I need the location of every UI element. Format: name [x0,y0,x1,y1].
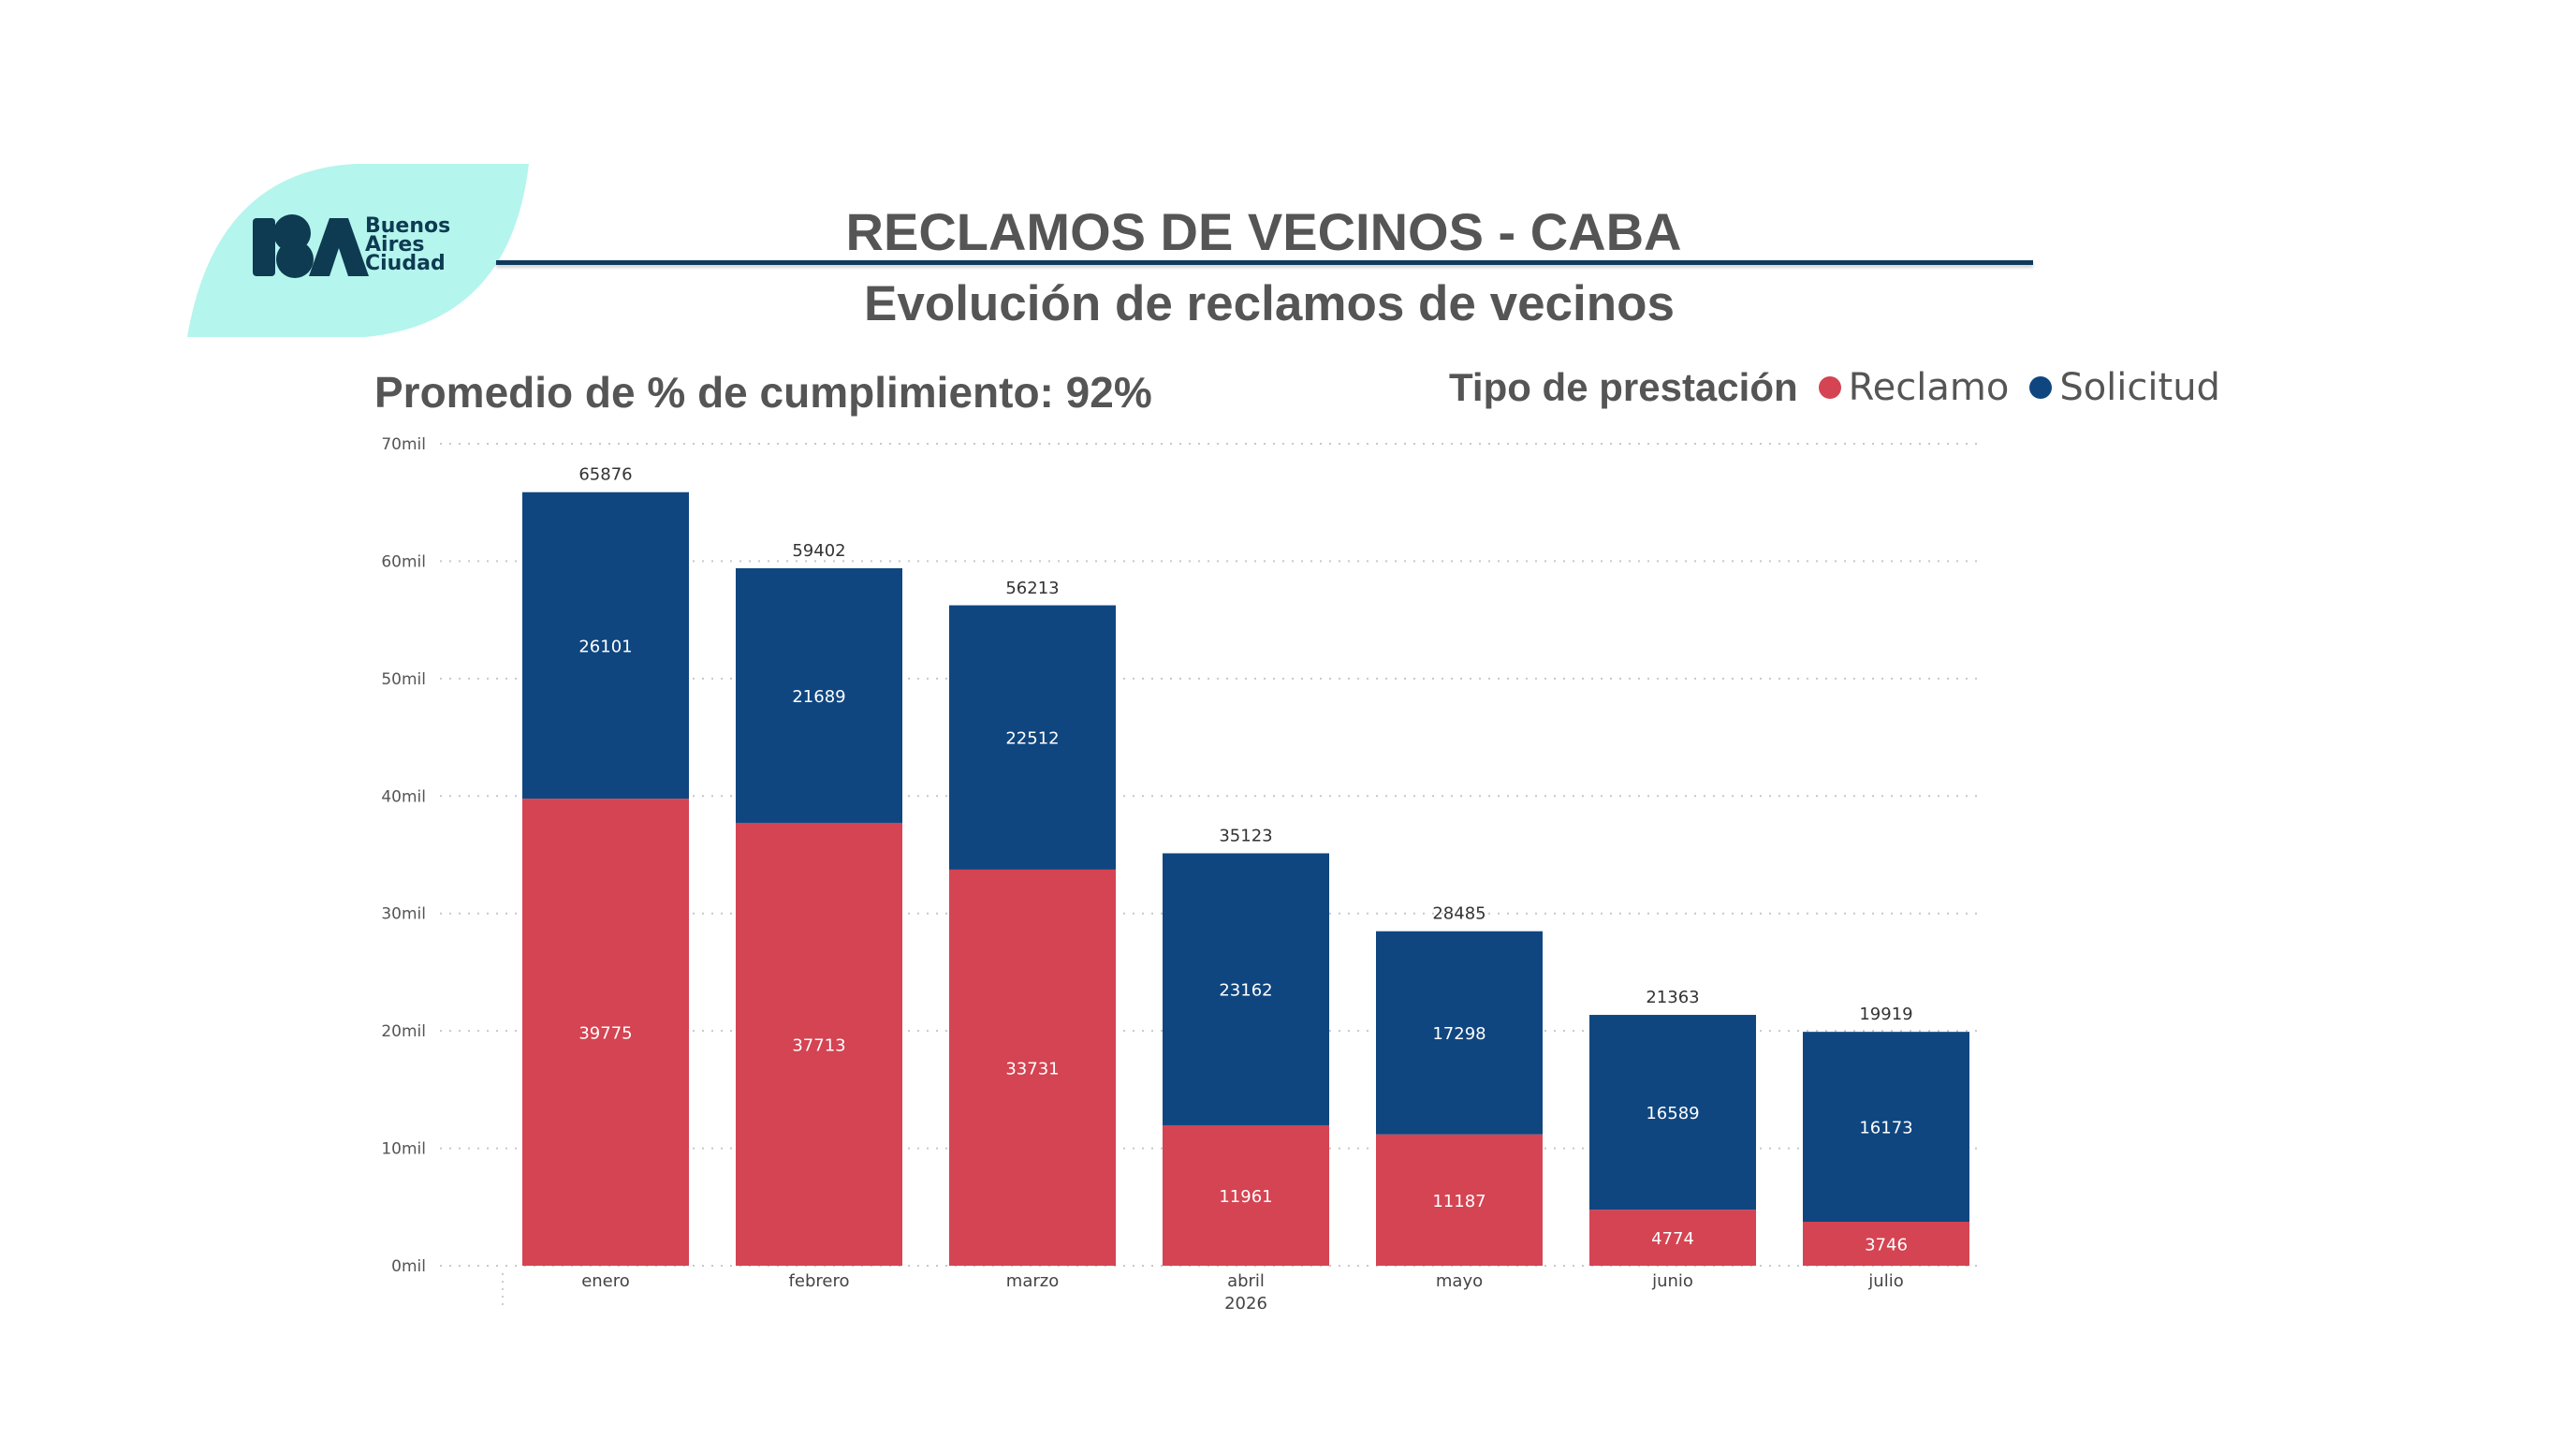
page-title: RECLAMOS DE VECINOS - CABA [845,202,1682,261]
legend-dot-solicitud-icon [2029,376,2053,399]
bar-segment-reclamo [949,869,1116,1266]
buenos-aires-ciudad-logo: Buenos Aires Ciudad [187,164,534,337]
bar-segment-reclamo [522,799,689,1266]
bar-total-label: 21363 [1646,988,1699,1007]
bar-segment-reclamo [1589,1210,1756,1266]
x-tick-label: marzo [1006,1271,1059,1291]
bar-data-label: 4774 [1651,1229,1694,1249]
bar-data-label: 16589 [1646,1104,1699,1123]
compliance-summary: Promedio de % de cumplimiento: 92% [374,368,1152,417]
x-tick-label: julio [1867,1271,1903,1291]
bar-segment-reclamo [1163,1124,1329,1266]
logo-line-1: Buenos [365,214,451,238]
y-tick-label: 60mil [381,552,426,571]
bar-total-label: 28485 [1432,904,1486,924]
x-tick-label: enero [581,1271,630,1291]
x-tick-label: mayo [1436,1271,1483,1291]
logo-line-3: Ciudad [365,252,446,275]
legend-label-solicitud: Solicitud [2059,366,2220,409]
legend-title: Tipo de prestación [1449,365,1798,409]
y-tick-label: 30mil [381,905,426,924]
bar-segment-reclamo [1803,1222,1969,1266]
bar-segment-solicitud [736,567,902,823]
bar-total-label: 19919 [1859,1005,1912,1024]
legend-item-reclamo: Reclamo [1818,366,2010,409]
bar-data-label: 16173 [1859,1119,1912,1138]
y-tick-label: 70mil [381,435,426,454]
title-divider [496,260,2033,265]
bar-data-label: 11187 [1432,1192,1486,1211]
bar-total-label: 35123 [1219,826,1272,845]
bar-segment-solicitud [522,492,689,800]
bar-total-label: 65876 [578,465,632,485]
bar-data-label: 23162 [1219,981,1272,1001]
logo-line-2: Aires [365,233,425,257]
bar-segment-solicitud [1803,1032,1969,1223]
bar-data-label: 21689 [792,687,845,707]
x-tick-label: junio [1651,1271,1693,1291]
y-tick-label: 20mil [381,1022,426,1041]
y-tick-label: 50mil [381,670,426,689]
legend-label-reclamo: Reclamo [1848,366,2010,409]
logo-wordmark: Buenos Aires Ciudad [365,214,451,275]
legend-dot-reclamo-icon [1818,376,1841,399]
bar-segment-solicitud [1376,931,1543,1135]
bar-segment-solicitud [949,605,1116,870]
y-tick-label: 40mil [381,787,426,806]
x-group-label: 2026 [1224,1294,1267,1313]
y-tick-label: 0mil [391,1257,426,1276]
x-tick-label: abril [1227,1271,1265,1291]
bar-segment-solicitud [1589,1015,1756,1211]
bar-data-label: 22512 [1005,729,1059,749]
bar-segment-solicitud [1163,853,1329,1125]
bar-data-label: 26101 [578,637,632,656]
bar-data-label: 33731 [1005,1059,1059,1078]
bar-segment-reclamo [736,822,902,1266]
bar-data-label: 3746 [1865,1236,1908,1255]
page-subtitle: Evolución de reclamos de vecinos [864,276,1675,331]
bar-total-label: 56213 [1005,579,1059,598]
bar-data-label: 17298 [1432,1024,1486,1044]
bar-data-label: 11961 [1219,1187,1272,1207]
bar-data-label: 39775 [578,1024,632,1044]
bar-segment-reclamo [1376,1134,1543,1266]
chart-legend: Tipo de prestación Reclamo Solicitud [1449,365,2241,410]
bar-data-label: 37713 [792,1035,845,1055]
x-tick-label: febrero [789,1271,850,1291]
y-tick-label: 10mil [381,1140,426,1159]
bar-total-label: 59402 [792,541,845,561]
legend-item-solicitud: Solicitud [2029,366,2220,409]
